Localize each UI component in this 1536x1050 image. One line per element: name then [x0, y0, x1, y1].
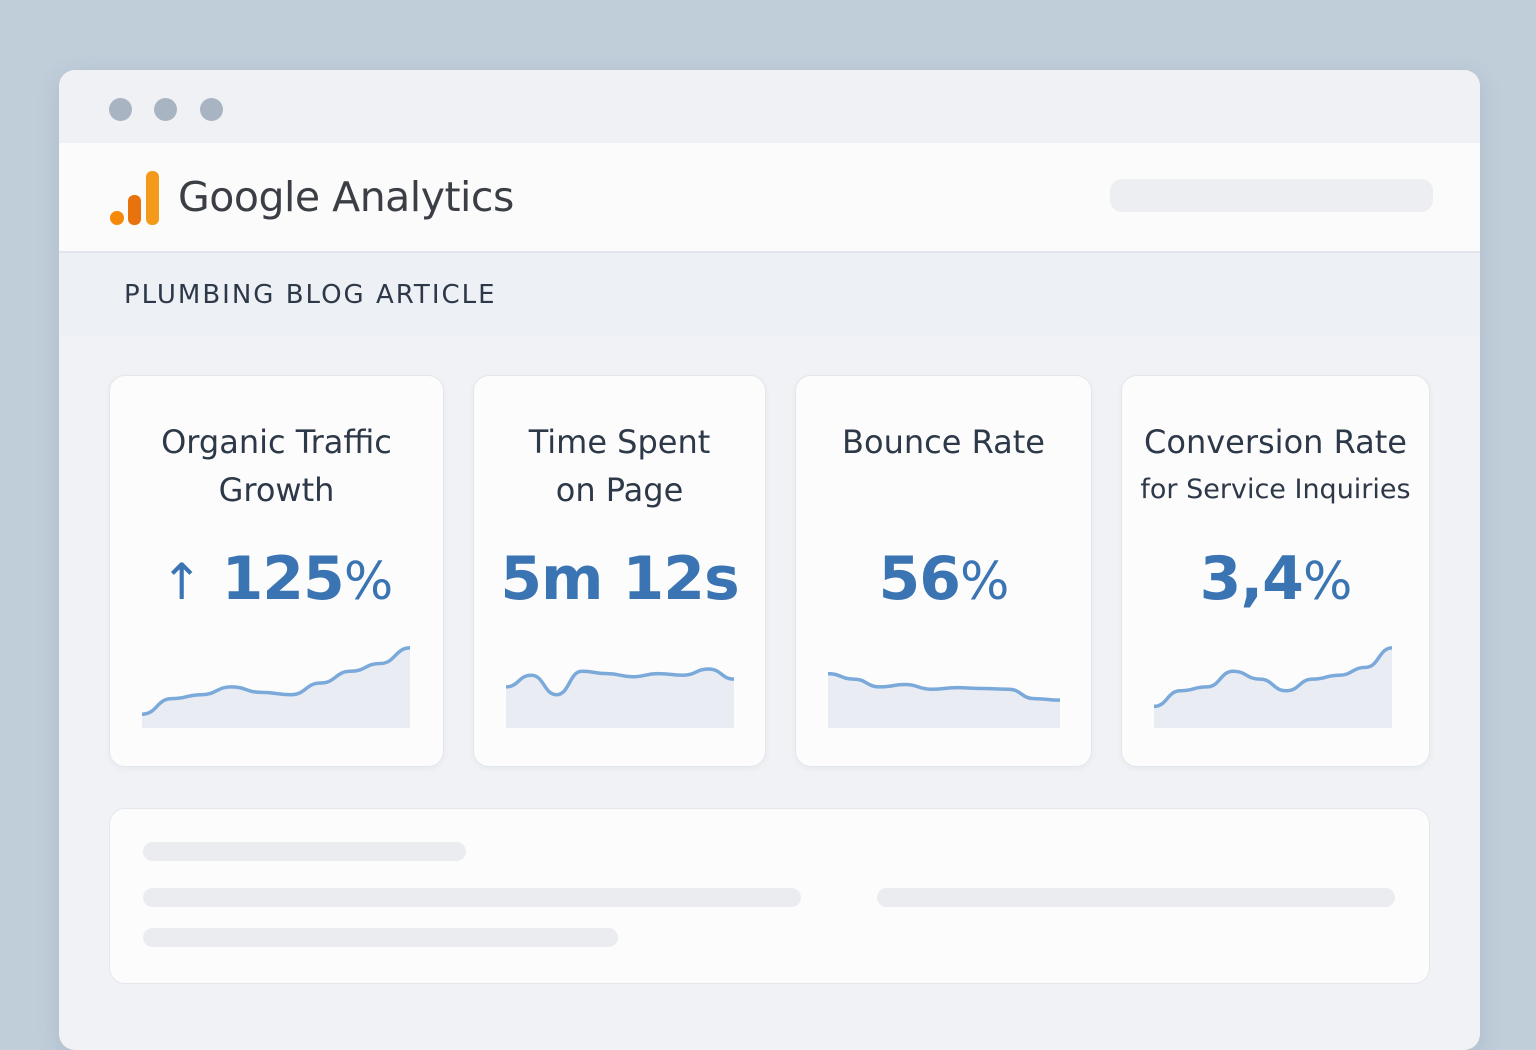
sparkline-area [506, 668, 734, 728]
browser-window: Google Analytics PLUMBING BLOG ARTICLE O… [59, 70, 1480, 1050]
metric-card-time-on-page[interactable]: Time Spent on Page 5m 12s [473, 375, 766, 767]
skeleton-line [143, 928, 618, 947]
page-title: PLUMBING BLOG ARTICLE [124, 280, 497, 310]
sparkline [1154, 646, 1392, 728]
sparkline-line [1154, 646, 1392, 709]
sparkline-area [142, 647, 410, 728]
sparkline [142, 646, 410, 728]
sparkline-area [1154, 647, 1392, 728]
metric-number: 125 [221, 544, 345, 614]
minimize-dot[interactable] [154, 98, 177, 121]
sparkline-line [506, 667, 734, 697]
metric-title-line2: for Service Inquiries [1140, 474, 1411, 505]
analytics-logo-icon [110, 171, 159, 225]
metric-unit: % [960, 552, 1009, 612]
metric-card-organic-traffic[interactable]: Organic Traffic Growth ↑ 125% [109, 375, 444, 767]
metric-title-line1: Bounce Rate [842, 423, 1045, 461]
maximize-dot[interactable] [200, 98, 223, 121]
metric-value: 5m 12s [474, 544, 765, 614]
metric-number: 56 [878, 544, 961, 614]
metric-title-line1: Time Spent [528, 423, 711, 461]
metric-title-line1: Organic Traffic [161, 423, 392, 461]
sparkline [828, 671, 1060, 728]
metric-value: 3,4% [1122, 544, 1429, 614]
sparkline-line [142, 646, 410, 716]
title-bar [59, 70, 1480, 143]
metric-card-bounce-rate[interactable]: Bounce Rate 56% [795, 375, 1092, 767]
brand-name: Google Analytics [178, 173, 514, 221]
placeholder-panel [109, 808, 1430, 984]
sparkline [506, 667, 734, 728]
skeleton-line [877, 888, 1395, 907]
metric-title-line1: Conversion Rate [1144, 423, 1407, 461]
brand-google: Google [178, 173, 320, 221]
metric-title: Organic Traffic Growth [110, 418, 443, 514]
metric-title-line2: on Page [555, 471, 684, 509]
sparkline-line [828, 671, 1060, 702]
close-dot[interactable] [109, 98, 132, 121]
metric-title-line2: Growth [218, 471, 335, 509]
metric-number: 5m 12s [500, 544, 739, 614]
skeleton-line [143, 888, 801, 907]
metric-title: Time Spent on Page [474, 418, 765, 514]
metric-unit: % [1302, 552, 1352, 612]
metric-number: 3,4 [1199, 544, 1304, 614]
metric-unit: % [343, 552, 393, 612]
app-header: Google Analytics [59, 143, 1480, 253]
metric-title: Conversion Rate for Service Inquiries [1122, 418, 1429, 514]
metric-title: Bounce Rate [796, 418, 1091, 466]
metric-value: 56% [796, 544, 1091, 614]
arrow-up-icon: ↑ [160, 553, 203, 611]
brand-analytics: Analytics [332, 173, 514, 221]
metric-card-conversion-rate[interactable]: Conversion Rate for Service Inquiries 3,… [1121, 375, 1430, 767]
metric-value: ↑ 125% [110, 544, 443, 614]
search-input[interactable] [1110, 179, 1433, 212]
skeleton-line [143, 842, 466, 861]
section-header: PLUMBING BLOG ARTICLE [59, 253, 1480, 336]
